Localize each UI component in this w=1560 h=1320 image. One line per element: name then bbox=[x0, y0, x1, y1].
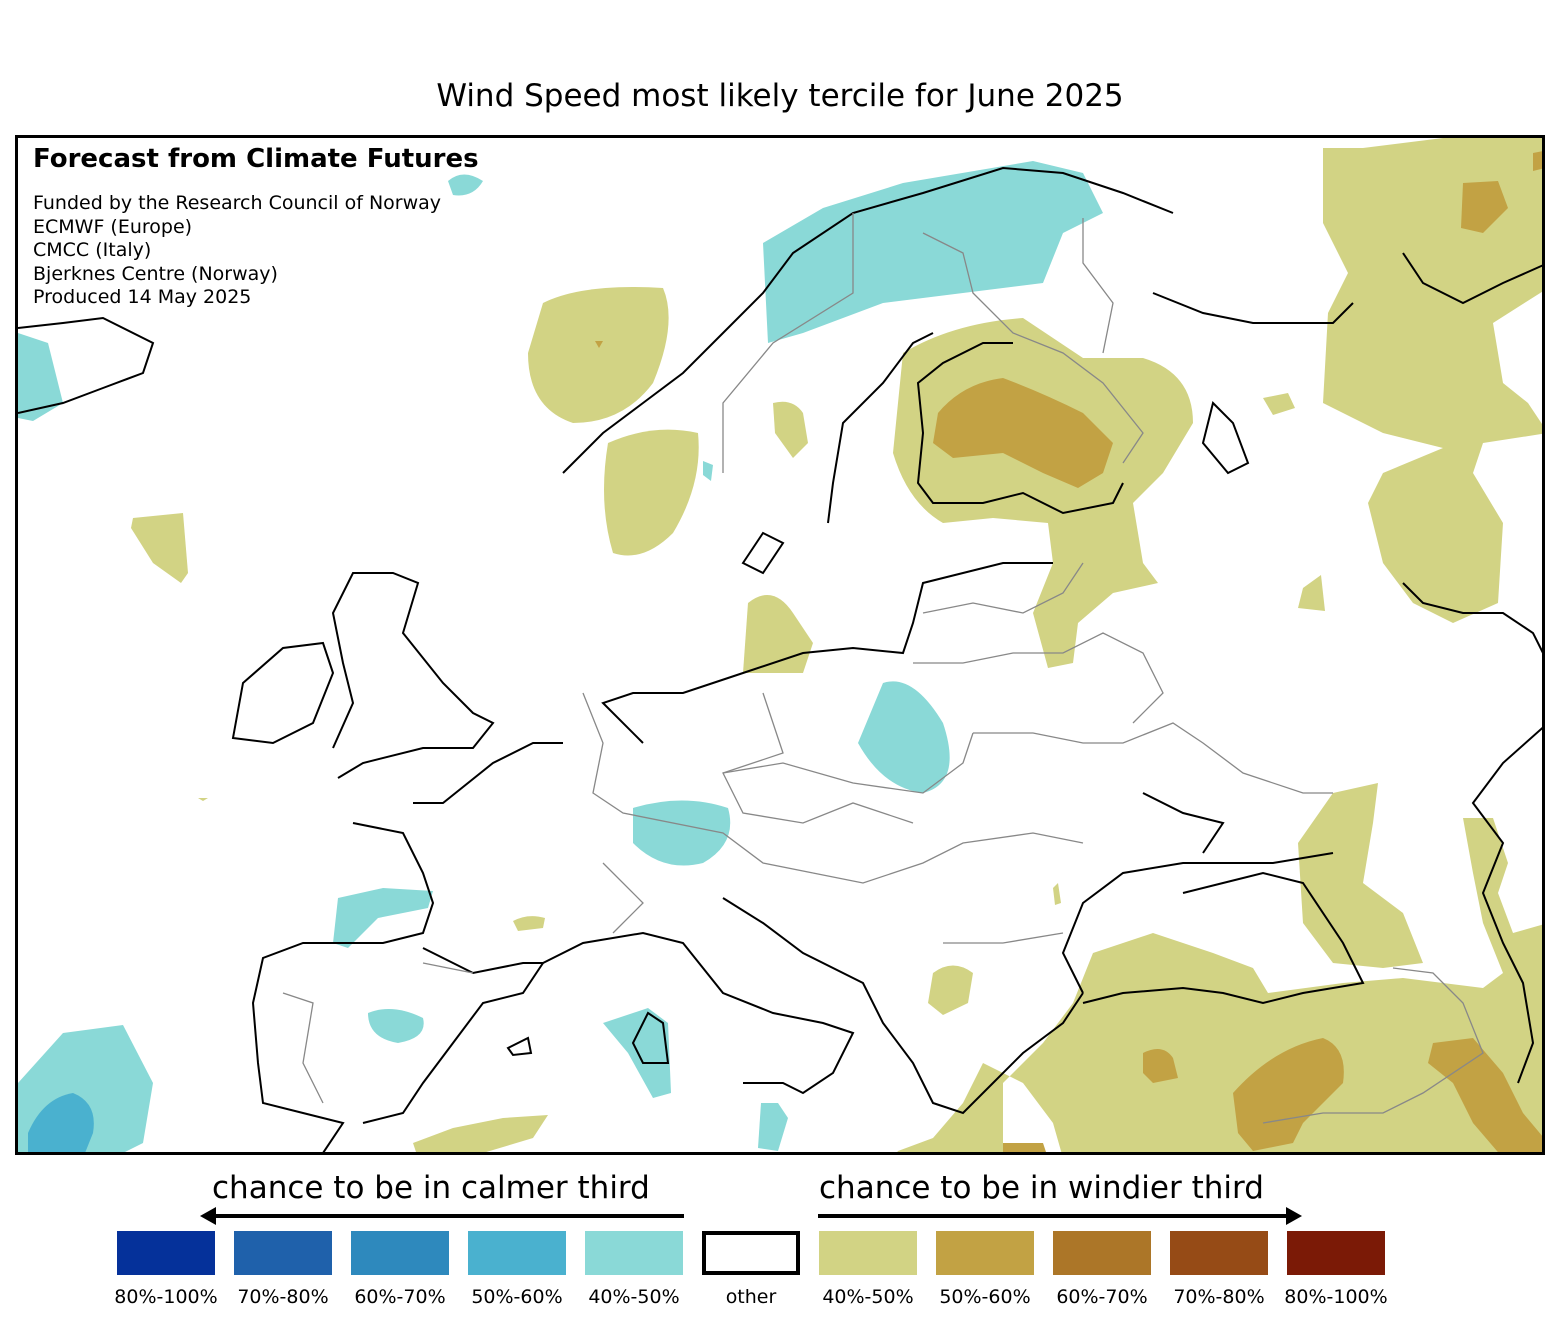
credits-block: Forecast from Climate Futures Funded by … bbox=[33, 144, 479, 310]
forecast-map: Forecast from Climate Futures Funded by … bbox=[15, 135, 1545, 1155]
legend-swatch bbox=[702, 1231, 800, 1275]
coastlines bbox=[18, 166, 1542, 1152]
country-borders bbox=[282, 213, 1484, 1124]
legend-swatch bbox=[1287, 1231, 1385, 1275]
legend-swatch bbox=[234, 1231, 332, 1275]
legend-windier-label: chance to be in windier third bbox=[819, 1170, 1264, 1206]
calmer-50-60-regions bbox=[28, 1093, 94, 1152]
legend-label: 50%-60% bbox=[939, 1286, 1031, 1308]
arrow-right-icon bbox=[1286, 1207, 1302, 1225]
legend-swatch bbox=[468, 1231, 566, 1275]
credit-line: CMCC (Italy) bbox=[33, 239, 152, 261]
legend-label: 60%-70% bbox=[1056, 1286, 1148, 1308]
calmer-arrow bbox=[214, 1214, 684, 1218]
legend-label: 70%-80% bbox=[1173, 1286, 1265, 1308]
map-title: Wind Speed most likely tercile for June … bbox=[436, 78, 1124, 114]
legend-label: 40%-50% bbox=[588, 1286, 680, 1308]
legend-swatch bbox=[819, 1231, 917, 1275]
legend-label: other bbox=[725, 1286, 777, 1308]
legend-label: 40%-50% bbox=[822, 1286, 914, 1308]
credit-line: ECMWF (Europe) bbox=[33, 215, 193, 238]
legend-swatch bbox=[936, 1231, 1034, 1275]
credits-heading: Forecast from Climate Futures bbox=[33, 144, 479, 174]
calmer-40-50-regions bbox=[18, 161, 1103, 1152]
legend-swatch bbox=[117, 1231, 215, 1275]
credit-line: Produced 14 May 2025 bbox=[33, 286, 252, 308]
legend-swatch bbox=[585, 1231, 683, 1275]
legend-calmer-label: chance to be in calmer third bbox=[212, 1170, 650, 1206]
legend-swatch bbox=[1053, 1231, 1151, 1275]
arrow-left-icon bbox=[200, 1207, 216, 1225]
legend-label: 50%-60% bbox=[471, 1286, 563, 1308]
windier-arrow bbox=[818, 1214, 1288, 1218]
map-canvas bbox=[18, 138, 1542, 1152]
legend-label: 70%-80% bbox=[237, 1286, 329, 1308]
credit-line: Bjerknes Centre (Norway) bbox=[33, 262, 278, 285]
legend-label: 80%-100% bbox=[1284, 1286, 1388, 1308]
legend-swatch bbox=[351, 1231, 449, 1275]
legend-label: 80%-100% bbox=[114, 1286, 218, 1308]
credit-line: Funded by the Research Council of Norway bbox=[33, 192, 442, 214]
legend-label: 60%-70% bbox=[354, 1286, 446, 1308]
windier-50-60-regions bbox=[595, 151, 1542, 1152]
legend-swatch bbox=[1170, 1231, 1268, 1275]
